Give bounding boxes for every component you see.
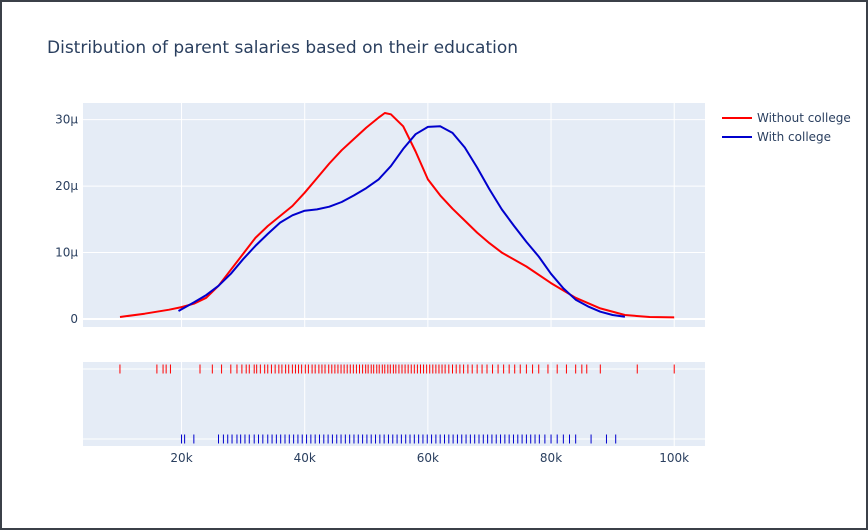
rug-marks [119,364,675,444]
legend-label-0: Without college [757,111,851,125]
y-tick-label: 10µ [55,246,78,260]
y-tick-label: 30µ [55,113,78,127]
legend[interactable]: Without college With college [722,111,851,144]
x-tick-label: 60k [417,451,439,465]
rug-plot-area[interactable] [83,362,705,446]
kde-plot-area[interactable] [83,103,705,327]
x-tick-label: 100k [659,451,689,465]
x-tick-label: 80k [540,451,562,465]
chart-title: Distribution of parent salaries based on… [47,38,518,58]
rug-gridlines [83,362,705,446]
y-tick-label: 20µ [55,179,78,193]
x-tick-label: 40k [294,451,316,465]
x-tick-label: 20k [170,451,192,465]
kde-series-lines [119,112,675,319]
legend-label-1: With college [757,130,831,144]
y-axis-ticks: 0 10µ 20µ 30µ [55,113,78,326]
x-axis-ticks: 20k 40k 60k 80k 100k [170,451,689,465]
kde-gridlines [83,103,705,327]
y-tick-label: 0 [70,312,78,326]
kde-line-1 [178,125,626,318]
